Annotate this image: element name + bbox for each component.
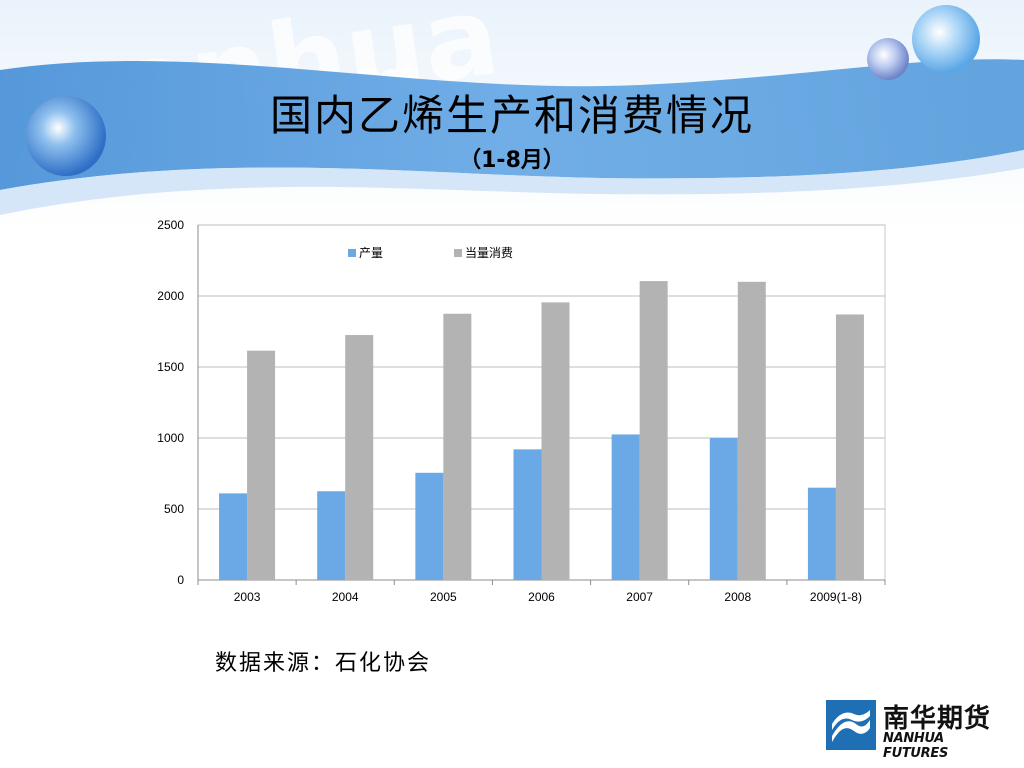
bar-consumption xyxy=(443,313,472,580)
bar-production xyxy=(611,434,640,580)
y-tick-label: 500 xyxy=(164,502,184,516)
bar-consumption xyxy=(835,314,864,580)
logo-name-en: NANHUA FUTURES xyxy=(883,731,949,761)
x-tick-label: 2008 xyxy=(724,590,751,604)
x-tick-label: 2007 xyxy=(626,590,653,604)
x-tick-label: 2009(1-8) xyxy=(810,590,862,604)
slide-subtitle: （1-8月） xyxy=(459,148,565,173)
bar-production xyxy=(219,493,248,580)
bar-production xyxy=(807,487,836,580)
y-tick-label: 2500 xyxy=(157,218,184,232)
bar-consumption xyxy=(639,281,668,580)
bar-consumption xyxy=(345,335,374,580)
y-tick-label: 1000 xyxy=(157,431,184,445)
y-tick-label: 2000 xyxy=(157,289,184,303)
logo-mark-icon xyxy=(826,700,876,750)
legend-label: 产量 xyxy=(359,246,383,260)
sphere-decoration-right-small xyxy=(867,38,909,80)
bar-chart: 0 500 1000 1500 2000 2500 2003 2004 2005 2006 2007… xyxy=(157,218,886,604)
sphere-decoration-right-large xyxy=(912,5,980,73)
bar-production xyxy=(317,491,346,580)
sphere-decoration-left xyxy=(26,96,106,176)
legend-label: 当量消费 xyxy=(465,246,513,260)
bar-consumption xyxy=(737,281,766,580)
slide-title: 国内乙烯生产和消费情况 xyxy=(269,91,754,140)
company-logo: 南华期货 NANHUA FUTURES xyxy=(826,698,1004,761)
legend-swatch xyxy=(454,249,462,257)
bar-consumption xyxy=(541,302,570,580)
y-tick-label: 0 xyxy=(177,573,184,587)
header-banner: nanhua net xyxy=(0,0,1024,230)
bar-production xyxy=(415,472,444,580)
bar-consumption xyxy=(247,350,276,580)
data-source-note: 数据来源：石化协会 xyxy=(215,651,432,676)
x-tick-label: 2003 xyxy=(234,590,261,604)
logo-name-cn: 南华期货 xyxy=(883,704,992,734)
bar-production xyxy=(513,449,542,580)
legend-swatch xyxy=(348,249,356,257)
bar-production xyxy=(709,438,738,580)
x-tick-label: 2006 xyxy=(528,590,555,604)
x-tick-label: 2005 xyxy=(430,590,457,604)
y-tick-label: 1500 xyxy=(157,360,184,374)
x-tick-label: 2004 xyxy=(332,590,359,604)
